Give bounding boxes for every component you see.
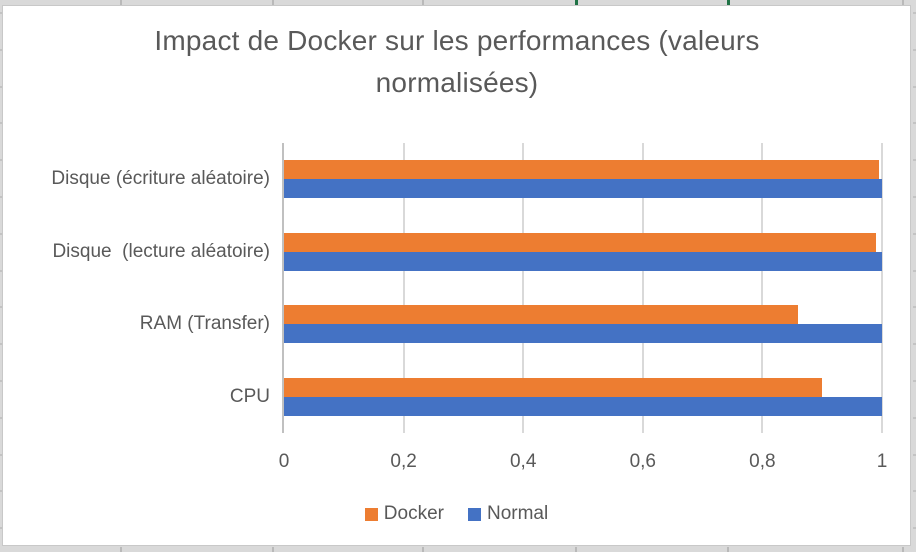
sheet-cell-gridline-mark xyxy=(727,0,730,5)
category-label-ram-transfer: RAM (Transfer) xyxy=(139,313,270,335)
sheet-cell-gridline-mark xyxy=(0,12,3,14)
value-axis-tick-labels: 0 0,2 0,4 0,6 0,8 1 xyxy=(279,451,888,475)
sheet-cell-gridline-mark xyxy=(422,0,424,5)
bar-normal-ram-transfer[interactable] xyxy=(284,324,882,344)
sheet-cell-gridline-mark xyxy=(902,547,904,552)
bar-normal-disque-ecriture-aleatoire[interactable] xyxy=(284,179,882,199)
gridline xyxy=(641,143,644,433)
bar-docker-disque-lecture-aleatoire[interactable] xyxy=(284,232,876,252)
bar-docker-cpu[interactable] xyxy=(284,377,822,397)
sheet-cell-gridline-mark xyxy=(913,232,916,235)
value-axis-line xyxy=(282,143,284,433)
gridline xyxy=(402,143,405,433)
value-axis-tick-label: 0,8 xyxy=(749,451,776,472)
chart-title[interactable]: Impact de Docker sur les performances (v… xyxy=(154,25,760,98)
sheet-cell-gridline-mark xyxy=(913,122,916,125)
value-axis-tick-label: 0,2 xyxy=(390,451,417,472)
sheet-cell-gridline-mark xyxy=(272,0,274,5)
value-axis-tick-label: 0 xyxy=(278,451,290,472)
bar-docker-ram-transfer[interactable] xyxy=(284,305,798,325)
sheet-cell-gridline-mark xyxy=(0,232,3,235)
sheet-cell-gridline-mark xyxy=(0,85,3,88)
legend-label-normal: Normal xyxy=(486,503,549,524)
sheet-cell-gridline-mark xyxy=(0,453,3,456)
category-label-disque-lecture-aleatoire: Disque (lecture aléatoire) xyxy=(52,240,270,262)
sheet-cell-gridline-mark xyxy=(0,380,3,382)
sheet-cell-gridline-mark xyxy=(422,547,424,552)
gridline xyxy=(761,143,764,433)
sheet-cell-gridline-mark xyxy=(0,527,3,530)
sheet-cell-gridline-mark xyxy=(0,269,3,272)
sheet-cell-gridline-mark xyxy=(0,196,3,198)
bar-normal-cpu[interactable] xyxy=(284,396,882,416)
sheet-cell-gridline-mark xyxy=(0,306,3,309)
sheet-cell-gridline-mark xyxy=(902,0,904,5)
value-axis-tick-label: 0,4 xyxy=(509,451,537,472)
sheet-cell-gridline-mark xyxy=(0,122,3,125)
category-label-cpu: CPU xyxy=(229,385,270,407)
sheet-cell-gridline-mark xyxy=(0,48,3,51)
legend-item-normal[interactable]: Normal xyxy=(467,503,549,525)
legend-swatch-normal xyxy=(467,507,481,521)
sheet-cell-gridline-mark xyxy=(272,547,274,552)
sheet-cell-gridline-mark xyxy=(0,343,3,346)
sheet-cell-gridline-mark xyxy=(913,12,916,14)
sheet-cell-gridline-mark xyxy=(913,416,916,419)
value-axis-tick-label: 0,6 xyxy=(629,451,657,472)
sheet-cell-gridline-mark xyxy=(120,547,122,552)
category-axis-labels: Disque (écriture aléatoire) Disque (lectu… xyxy=(3,143,270,433)
legend-swatch-docker xyxy=(364,507,378,521)
category-label-disque-ecriture-aleatoire: Disque (écriture aléatoire) xyxy=(51,168,270,190)
plot-area xyxy=(282,143,883,433)
sheet-cell-gridline-mark xyxy=(913,380,916,382)
sheet-cell-gridline-mark xyxy=(0,159,3,162)
sheet-cell-gridline-mark xyxy=(0,416,3,419)
sheet-cell-gridline-mark xyxy=(0,490,3,493)
sheet-cell-gridline-mark xyxy=(913,490,916,493)
sheet-cell-gridline-mark xyxy=(913,196,916,198)
bar-normal-disque-lecture-aleatoire[interactable] xyxy=(284,251,882,271)
sheet-cell-gridline-mark xyxy=(120,0,122,5)
sheet-cell-gridline-mark xyxy=(913,527,916,530)
sheet-cell-gridline-mark xyxy=(913,453,916,456)
sheet-cell-gridline-mark xyxy=(913,306,916,309)
sheet-cell-gridline-mark xyxy=(913,48,916,51)
sheet-cell-gridline-mark xyxy=(913,269,916,272)
value-axis-tick-label: 1 xyxy=(876,451,888,472)
gridline xyxy=(522,143,525,433)
sheet-cell-gridline-mark xyxy=(575,547,577,552)
chart-canvas[interactable]: Impact de Docker sur les performances (v… xyxy=(2,5,911,546)
sheet-cell-gridline-mark xyxy=(913,159,916,162)
legend-label-docker: Docker xyxy=(383,503,444,524)
sheet-cell-gridline-mark xyxy=(913,343,916,346)
gridline xyxy=(881,143,883,433)
sheet-cell-gridline-mark xyxy=(575,0,578,5)
sheet-cell-gridline-mark xyxy=(913,85,916,88)
legend-item-docker[interactable]: Docker xyxy=(364,503,444,525)
legend[interactable]: Docker Normal xyxy=(3,502,910,526)
bar-docker-disque-ecriture-aleatoire[interactable] xyxy=(284,160,879,180)
sheet-cell-gridline-mark xyxy=(727,547,729,552)
